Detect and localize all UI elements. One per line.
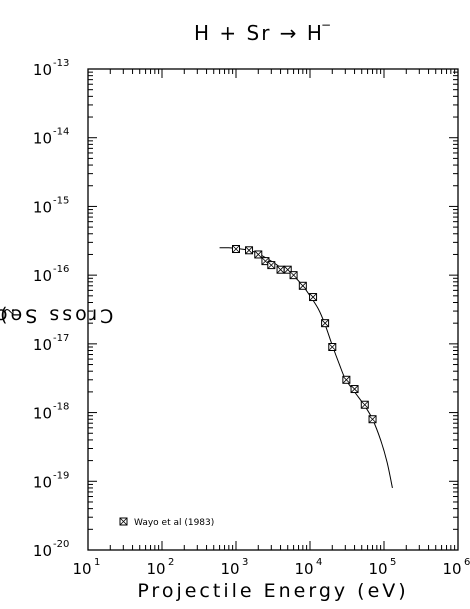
y-tick-label: 10 [33, 405, 52, 423]
y-tick-label: 10 [33, 198, 52, 216]
y-tick-exponent: -16 [53, 264, 69, 275]
x-tick-exponent: 4 [316, 557, 322, 568]
y-tick-exponent: -14 [53, 127, 69, 138]
data-point [245, 246, 254, 255]
y-tick-exponent: -17 [53, 333, 69, 344]
x-tick-label: 10 [220, 560, 239, 578]
y-tick-exponent: -18 [53, 402, 69, 413]
y-tick-label: 10 [33, 336, 52, 354]
legend-marker-icon [119, 517, 128, 526]
y-tick-exponent: -20 [53, 539, 69, 550]
data-point [232, 245, 240, 254]
y-tick-exponent: -19 [53, 470, 69, 481]
data-point [368, 415, 377, 424]
data-point [254, 250, 263, 259]
x-tick-exponent: 1 [94, 557, 100, 568]
x-tick-label: 10 [294, 560, 313, 578]
x-tick-label: 10 [72, 560, 91, 578]
chart-legend: Wayo et al (1983) [118, 515, 258, 531]
legend-series-label: Wayo et al (1983) [134, 518, 214, 528]
data-point [350, 385, 359, 394]
chart-title-text: H + Sr → H [194, 21, 324, 45]
y-tick-label: 10 [33, 61, 52, 79]
data-point [309, 293, 318, 302]
x-axis-label: Projectile Energy (eV) [137, 580, 409, 602]
data-point [328, 343, 337, 352]
y-axis-label-text: Cross Section (cm [0, 304, 114, 327]
data-point [267, 261, 276, 270]
data-point [321, 319, 330, 328]
data-point [360, 400, 369, 409]
chart-title: H + Sr → H − [150, 14, 370, 48]
data-point [298, 281, 307, 290]
axis-ticks [87, 68, 459, 551]
y-tick-label: 10 [33, 542, 52, 560]
data-point [276, 265, 285, 274]
x-tick-label: 10 [368, 560, 387, 578]
y-axis-label-suffix: ) [0, 304, 8, 326]
x-tick-label: 10 [146, 560, 165, 578]
x-tick-label: 10 [442, 560, 461, 578]
x-tick-exponent: 5 [390, 557, 396, 568]
x-tick-exponent: 2 [168, 557, 174, 568]
fit-curve [219, 247, 393, 489]
y-tick-label: 10 [33, 267, 52, 285]
plot-frame [87, 68, 459, 551]
y-tick-label: 10 [33, 473, 52, 491]
data-point [289, 271, 298, 280]
chart-title-superscript: − [321, 18, 331, 32]
y-tick-exponent: -13 [53, 58, 69, 69]
data-point [342, 375, 351, 384]
y-tick-label: 10 [33, 130, 52, 148]
y-tick-exponent: -15 [53, 195, 69, 206]
data-markers [232, 245, 377, 424]
x-tick-exponent: 6 [464, 557, 470, 568]
x-tick-exponent: 3 [242, 557, 248, 568]
